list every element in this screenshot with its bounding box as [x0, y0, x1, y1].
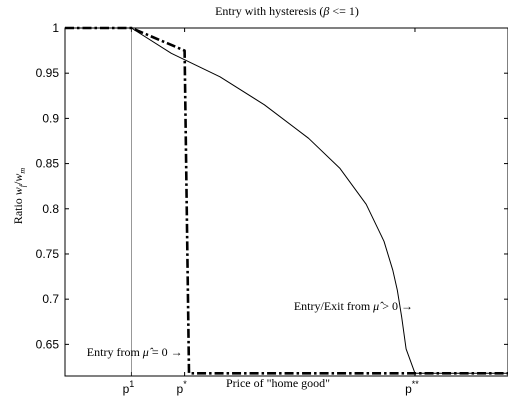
- y-tick-label: 0.9: [42, 111, 59, 125]
- x-tick-labels: p1 p* p**: [123, 379, 420, 396]
- y-tick-label: 0.7: [42, 292, 59, 306]
- y-tick-label: 0.75: [36, 247, 60, 261]
- y-tick-label: 0.65: [36, 337, 60, 351]
- y-tick-label: 0.95: [36, 66, 60, 80]
- x-axis-label: Price of "home good": [226, 376, 330, 390]
- y-tick-label: 0.8: [42, 202, 59, 216]
- annotation: Entry/Exit from μ̂ > 0 →: [294, 299, 413, 313]
- chart-title: Entry with hysteresis (β <= 1): [215, 4, 359, 18]
- y-tick-label: 1: [52, 21, 59, 35]
- series-lines: [65, 26, 508, 376]
- series-line-solid: [65, 27, 508, 374]
- y-tick-label: 0.85: [36, 157, 60, 171]
- x-tick-label: p1: [123, 379, 135, 396]
- plot-frame: [64, 27, 508, 377]
- x-tick-label: p*: [177, 379, 188, 396]
- y-tick-labels: 1 0.95 0.9 0.85 0.8 0.75 0.7 0.65: [36, 21, 60, 351]
- annotations: Entry from μ̂ = 0 → Entry/Exit from μ̂ > …: [87, 299, 413, 359]
- series-line-dashdot: [65, 26, 508, 375]
- annotation: Entry from μ̂ = 0 →: [87, 345, 183, 359]
- x-tick-label: p**: [405, 379, 419, 396]
- y-axis-label: Ratio wf/wm: [11, 168, 27, 225]
